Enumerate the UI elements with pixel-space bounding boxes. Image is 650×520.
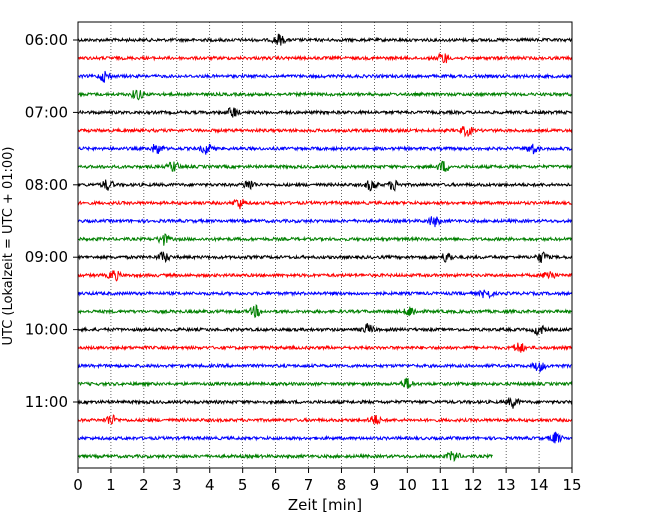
- seismogram-trace-1045: [77, 377, 573, 389]
- x-tick-label: 5: [238, 476, 248, 494]
- seismogram-trace-1030: [77, 361, 572, 374]
- seismogram-trace-1100: [77, 396, 573, 409]
- seismogram-trace-0900: [77, 251, 573, 264]
- x-tick-label: 14: [530, 476, 549, 494]
- y-tick-label: 06:00: [25, 31, 68, 49]
- y-tick-label: 08:00: [25, 176, 68, 194]
- x-axis-label: Zeit [min]: [288, 496, 362, 514]
- y-tick-label: 07:00: [25, 103, 68, 121]
- x-tick-label: 9: [370, 476, 380, 494]
- x-tick-label: 8: [337, 476, 347, 494]
- x-tick-label: 7: [304, 476, 314, 494]
- plot-frame: [77, 21, 573, 469]
- grid-layer: [110, 22, 540, 468]
- seismogram-trace-1000: [77, 323, 573, 337]
- x-tick-label: 1: [106, 476, 116, 494]
- seismogram-trace-1115: [77, 414, 573, 425]
- seismogram-trace-0700: [77, 107, 573, 118]
- x-tick-label: 13: [497, 476, 516, 494]
- seismogram-trace-0930: [77, 289, 573, 300]
- tick-layer: 0 1 2 3 4 5 6 7 8 9 10 11 12 13 14 1506:0007:0008:0009:…: [25, 31, 582, 494]
- x-tick-label: 6: [271, 476, 281, 494]
- seismogram-trace-0730: [77, 143, 572, 155]
- seismogram-trace-0845: [77, 233, 572, 246]
- seismogram-trace-1130: [77, 431, 573, 444]
- trace-layer: [77, 33, 573, 463]
- seismogram-trace-1015: [77, 342, 573, 353]
- seismogram-trace-0715: [77, 126, 573, 138]
- x-tick-label: 3: [172, 476, 182, 494]
- seismogram-trace-0830: [77, 216, 573, 228]
- x-tick-label: 0: [73, 476, 83, 494]
- y-tick-label: 10:00: [25, 321, 68, 339]
- x-tick-label: 4: [205, 476, 215, 494]
- seismogram-trace-1145: [77, 451, 493, 463]
- x-tick-label: 11: [431, 476, 450, 494]
- x-tick-label: 12: [464, 476, 483, 494]
- y-axis-label: UTC (Lokalzeit = UTC + 01:00): [1, 147, 16, 346]
- x-tick-label: 15: [562, 476, 581, 494]
- x-tick-label: 10: [398, 476, 417, 494]
- seismogram-trace-0945: [77, 303, 573, 319]
- x-tick-label: 2: [139, 476, 149, 494]
- seismogram-trace-0645: [77, 89, 573, 101]
- y-tick-label: 09:00: [25, 248, 68, 266]
- seismogram-trace-0800: [77, 179, 572, 192]
- seismogram-trace-0615: [77, 52, 573, 64]
- seismogram-trace-0815: [77, 198, 572, 210]
- seismogram-trace-0915: [78, 270, 573, 282]
- seismogram-trace-0745: [77, 160, 573, 173]
- seismogram-trace-0630: [77, 70, 573, 83]
- y-tick-label: 11:00: [25, 393, 68, 411]
- seismogram-trace-0600: [77, 33, 573, 46]
